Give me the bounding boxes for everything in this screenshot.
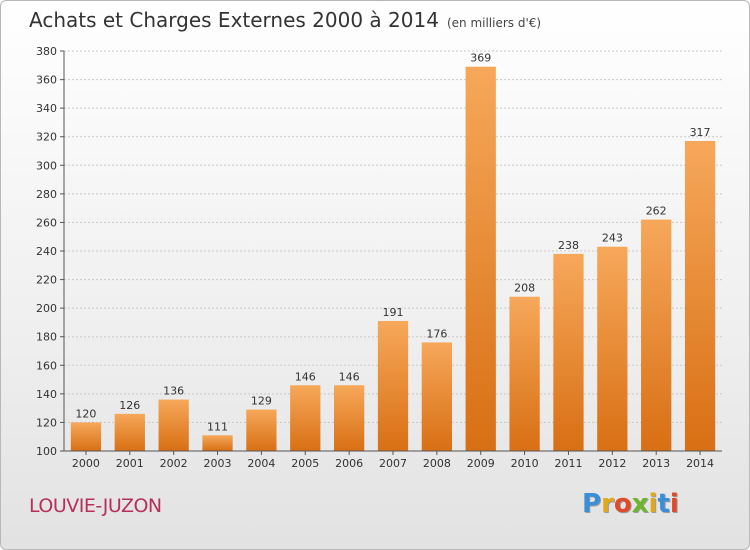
bar-2006 [333, 385, 365, 451]
y-tick-label: 160 [36, 359, 57, 372]
bar-2004 [246, 409, 277, 451]
y-axis: 100 120 140 160 180 200 220 240 260 280 300 320 340 3… [36, 45, 65, 458]
chart-title-text: Achats et Charges Externes 2000 à 2014 [29, 8, 439, 32]
y-tick-label: 100 [36, 445, 57, 458]
y-tick-label: 120 [36, 416, 57, 429]
bar-2003 [202, 435, 233, 451]
y-tick-label: 340 [36, 102, 57, 115]
data-label-2002: 136 [163, 385, 184, 398]
x-tick-label: 2010 [511, 457, 539, 470]
data-label-2006: 146 [339, 370, 360, 383]
data-label-2004: 129 [251, 395, 272, 408]
data-label-2003: 111 [207, 420, 228, 433]
x-tick-label: 2002 [160, 457, 188, 470]
bar-2012 [597, 246, 628, 451]
bar-2001 [114, 413, 145, 451]
x-tick-label: 2000 [72, 457, 100, 470]
logo-letter: x [631, 489, 649, 519]
chart-title: Achats et Charges Externes 2000 à 2014 (e… [29, 8, 541, 32]
data-label-2014: 317 [690, 126, 711, 139]
data-label-2009: 369 [470, 52, 491, 65]
bar-2013 [641, 219, 672, 451]
data-label-2012: 243 [602, 232, 623, 245]
data-label-2013: 262 [646, 205, 667, 218]
bars: 120 126 136 111 129 146 146 191 176 369 208 238 243 2… [70, 52, 716, 451]
proxiti-logo: Proxiti [582, 489, 679, 519]
bar-2002 [158, 399, 189, 451]
x-tick-label: 2011 [554, 457, 582, 470]
x-tick-label: 2009 [467, 457, 495, 470]
logo-letter: r [601, 489, 614, 519]
logo-letter: i [648, 489, 658, 519]
x-axis: 2000 2001 2002 2003 2004 2005 2006 2007 2008 2009… [64, 450, 722, 470]
y-tick-label: 220 [36, 274, 57, 287]
y-tick-label: 280 [36, 188, 57, 201]
bar-2009 [465, 66, 496, 451]
data-label-2011: 238 [558, 239, 579, 252]
bar-2010 [509, 296, 540, 451]
y-tick-label: 180 [36, 331, 57, 344]
y-tick-label: 300 [36, 159, 57, 172]
bar-2014 [684, 141, 716, 451]
chart-unit: (en milliers d'€) [446, 16, 542, 30]
data-label-2001: 126 [119, 399, 140, 412]
bar-2007 [377, 321, 409, 451]
data-label-2010: 208 [514, 282, 535, 295]
y-tick-label: 140 [36, 388, 57, 401]
commune-name: LOUVIE-JUZON [29, 495, 162, 517]
y-tick-label: 260 [36, 216, 57, 229]
bar-2011 [553, 253, 584, 451]
logo-letter: t [657, 489, 670, 519]
x-tick-label: 2012 [598, 457, 626, 470]
x-tick-label: 2005 [291, 457, 319, 470]
bar-2008 [421, 342, 453, 451]
x-tick-label: 2003 [204, 457, 232, 470]
y-tick-label: 200 [36, 302, 57, 315]
logo-letter: i [669, 489, 679, 519]
data-label-2000: 120 [75, 407, 96, 420]
x-tick-label: 2008 [423, 457, 451, 470]
data-label-2008: 176 [426, 327, 447, 340]
y-tick-label: 240 [36, 245, 57, 258]
x-tick-label: 2006 [335, 457, 363, 470]
x-tick-label: 2001 [116, 457, 144, 470]
data-label-2007: 191 [383, 306, 404, 319]
logo-letter: o [613, 489, 632, 519]
y-tick-label: 380 [36, 45, 57, 58]
x-tick-label: 2013 [642, 457, 670, 470]
y-tick-label: 360 [36, 74, 57, 87]
bar-2005 [290, 385, 321, 451]
data-label-2005: 146 [295, 370, 316, 383]
bar-2000 [70, 422, 102, 451]
logo-letter: P [582, 489, 602, 519]
x-tick-label: 2004 [247, 457, 275, 470]
x-tick-label: 2007 [379, 457, 407, 470]
x-tick-label: 2014 [686, 457, 714, 470]
y-tick-label: 320 [36, 131, 57, 144]
